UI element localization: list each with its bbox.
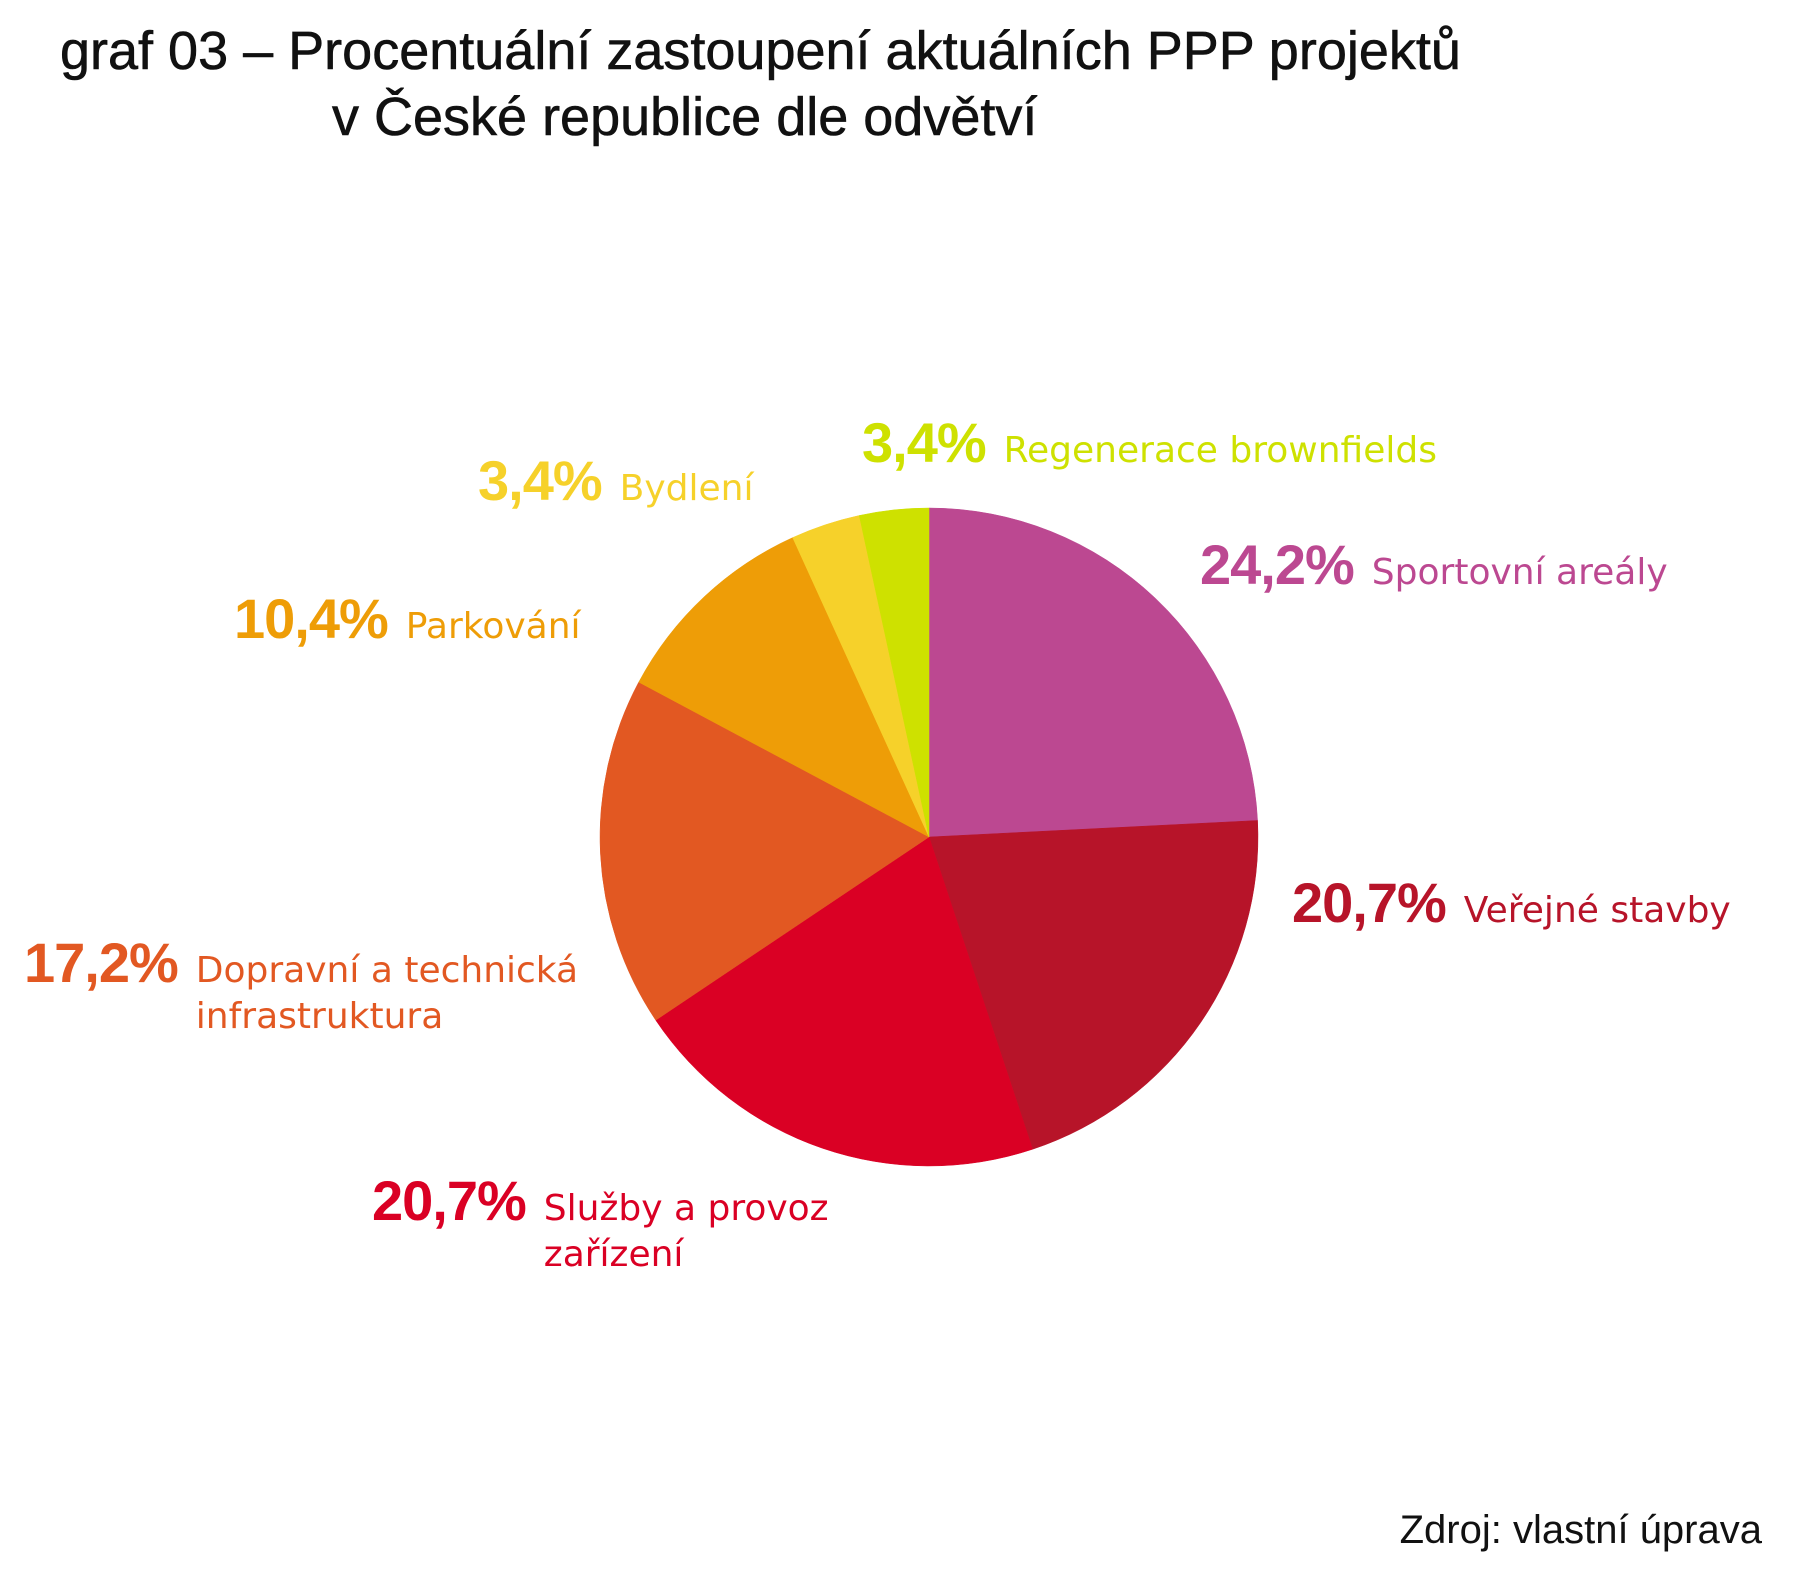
label-bydleni-name: Bydlení (619, 468, 754, 509)
label-dopravni-infrastruktura-pct: 17,2% (24, 931, 179, 994)
source-note: Zdroj: vlastní úprava (1399, 1508, 1762, 1552)
label-dopravni-infrastruktura: 17,2% Dopravní a technická infrastruktur… (24, 930, 578, 1040)
pie-slice-verejne-stavby (928, 820, 1259, 1150)
label-parkovani-pct: 10,4% (234, 587, 389, 650)
label-verejne-stavby: 20,7% Veřejné stavby (1292, 870, 1731, 935)
label-sluzby-a-provoz-pct: 20,7% (372, 1169, 527, 1232)
pie-slice-regenerace-brownfields (858, 507, 930, 838)
pie-slice-dopravni-infrastruktura (599, 681, 930, 1021)
pie-slice-parkovani (638, 537, 930, 838)
label-verejne-stavby-pct: 20,7% (1292, 871, 1447, 934)
label-sluzby-a-provoz-name: Služby a provoz zařízení (543, 1188, 829, 1275)
label-dopravni-infrastruktura-name: Dopravní a technická infrastruktura (195, 950, 579, 1037)
label-parkovani: 10,4% Parkování (234, 586, 581, 651)
label-sportovni-arealy-name: Sportovní areály (1371, 552, 1668, 593)
label-verejne-stavby-name: Veřejné stavby (1463, 890, 1731, 931)
chart-title: graf 03 – Procentuální zastoupení aktuál… (0, 18, 1800, 150)
chart-title-line-2: v České republice dle odvětví (332, 87, 1038, 148)
pie-slice-sportovni-arealy (928, 507, 1258, 838)
label-sluzby-a-provoz: 20,7% Služby a provoz zařízení (372, 1168, 829, 1278)
label-regenerace-brownfields-pct: 3,4% (862, 411, 987, 474)
chart-title-line-1: graf 03 – Procentuální zastoupení aktuál… (60, 21, 1462, 82)
label-parkovani-name: Parkování (405, 606, 581, 647)
label-bydleni-pct: 3,4% (478, 449, 603, 512)
label-sportovni-arealy: 24,2% Sportovní areály (1200, 532, 1668, 597)
pie-slice-sluzby-a-provoz (655, 836, 1033, 1167)
label-bydleni: 3,4% Bydlení (478, 448, 753, 513)
label-regenerace-brownfields-name: Regenerace brownfields (1003, 430, 1437, 471)
label-regenerace-brownfields: 3,4% Regenerace brownfields (862, 410, 1437, 475)
label-sportovni-arealy-pct: 24,2% (1200, 533, 1355, 596)
